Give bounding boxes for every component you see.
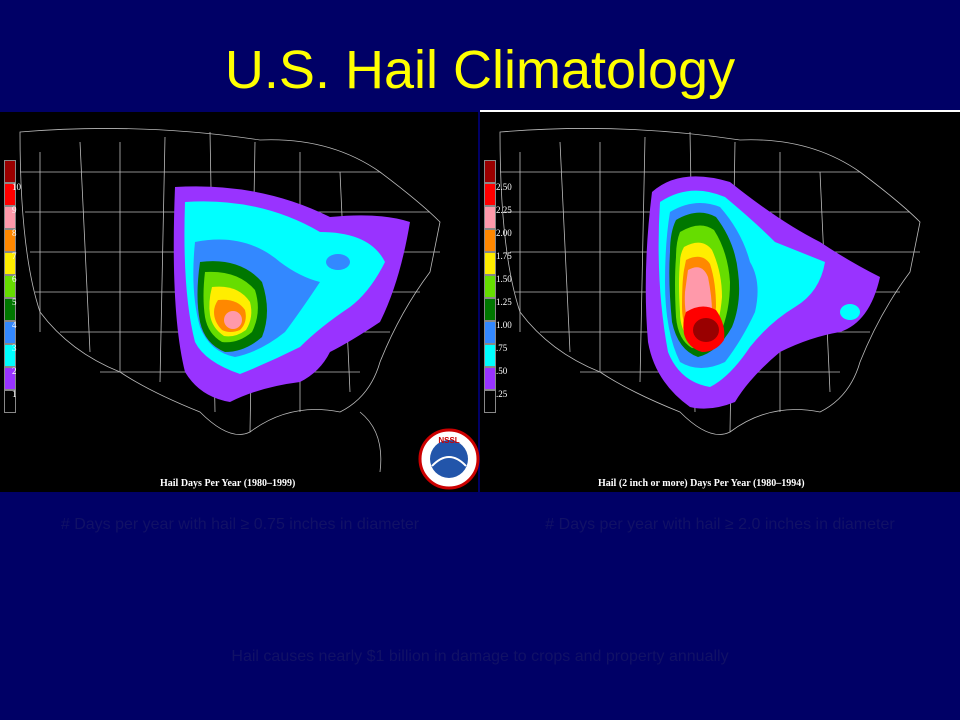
legend-tick: 8 xyxy=(12,228,17,238)
legend-swatch xyxy=(484,321,496,344)
legend-tick: 1.75 xyxy=(496,251,512,261)
legend-swatch xyxy=(484,367,496,390)
map-label-right: Hail (2 inch or more) Days Per Year (198… xyxy=(598,478,805,489)
legend-tick: .75 xyxy=(496,343,508,353)
legend-swatch xyxy=(4,344,16,367)
legend-right xyxy=(484,160,496,413)
legend-swatch xyxy=(484,390,496,413)
us-map-right xyxy=(499,128,921,435)
legend-tick: 5 xyxy=(12,297,17,307)
legend-tick: 2.00 xyxy=(496,228,512,238)
legend-tick: 2.25 xyxy=(496,205,512,215)
legend-swatch xyxy=(484,252,496,275)
legend-swatch xyxy=(484,298,496,321)
slide-footer: Hail causes nearly $1 billion in damage … xyxy=(231,648,729,665)
hail-map-left: 10 9 8 7 6 5 4 3 2 1 Hail Days Per Year … xyxy=(0,112,478,492)
legend-tick: 1 xyxy=(12,389,17,399)
legend-swatch xyxy=(4,390,16,413)
legend-swatch xyxy=(484,160,496,183)
legend-tick: .50 xyxy=(496,366,508,376)
legend-swatch xyxy=(484,183,496,206)
legend-swatch xyxy=(4,298,16,321)
hail-map-right: 2.50 2.25 2.00 1.75 1.50 1.25 1.00 .75 .… xyxy=(480,112,960,492)
legend-swatch xyxy=(4,275,16,298)
nssl-seal-logo: NSSL xyxy=(418,428,480,495)
legend-swatch xyxy=(4,229,16,252)
legend-tick: 1.25 xyxy=(496,297,512,307)
legend-swatch xyxy=(484,206,496,229)
legend-tick: 1.00 xyxy=(496,320,512,330)
legend-left xyxy=(4,160,16,413)
map-label-left: Hail Days Per Year (1980–1999) xyxy=(160,478,296,489)
legend-swatch xyxy=(4,183,16,206)
legend-tick: 10 xyxy=(12,182,21,192)
caption-right: # Days per year with hail ≥ 2.0 inches i… xyxy=(545,516,895,533)
legend-tick: 9 xyxy=(12,205,17,215)
legend-swatch xyxy=(4,367,16,390)
legend-tick: 3 xyxy=(12,343,17,353)
legend-swatch xyxy=(4,206,16,229)
legend-swatch xyxy=(4,321,16,344)
seal-text: NSSL xyxy=(438,436,459,445)
legend-tick: 6 xyxy=(12,274,17,284)
legend-swatch xyxy=(4,252,16,275)
legend-tick: 2.50 xyxy=(496,182,512,192)
legend-swatch xyxy=(4,160,16,183)
slide-title: U.S. Hail Climatology xyxy=(224,40,736,100)
legend-tick: .25 xyxy=(496,389,508,399)
legend-swatch xyxy=(484,275,496,298)
legend-tick: 2 xyxy=(12,366,17,376)
legend-tick: 4 xyxy=(12,320,17,330)
legend-tick: 7 xyxy=(12,251,17,261)
us-map-left xyxy=(19,128,441,473)
legend-swatch xyxy=(484,344,496,367)
title-rule xyxy=(480,110,960,112)
caption-left: # Days per year with hail ≥ 0.75 inches … xyxy=(60,516,420,533)
legend-tick: 1.50 xyxy=(496,274,512,284)
legend-swatch xyxy=(484,229,496,252)
